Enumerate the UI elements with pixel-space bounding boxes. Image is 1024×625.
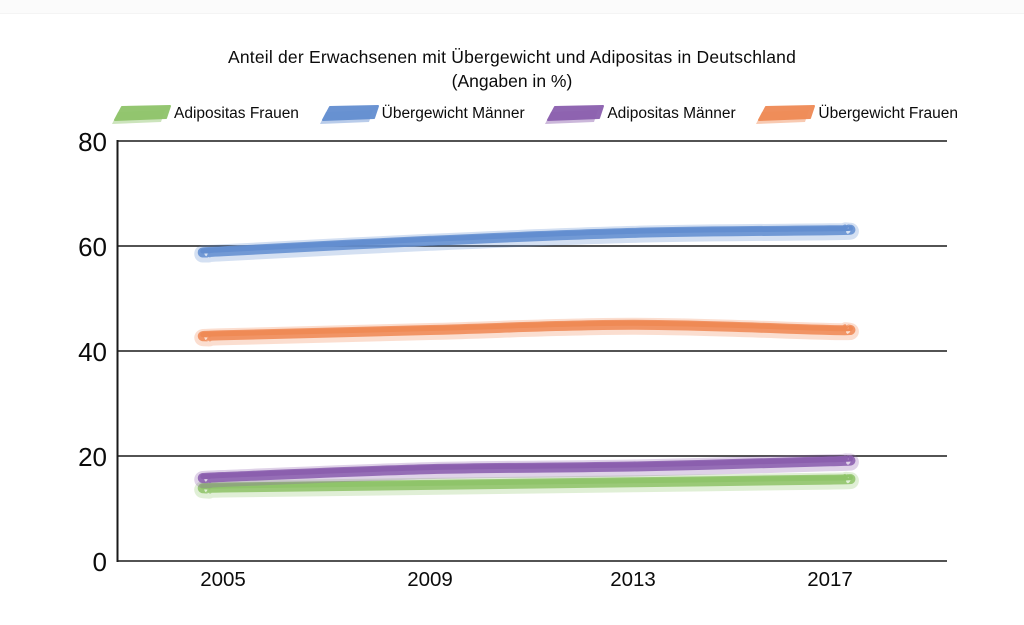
series--bergewicht-frauen [194, 317, 859, 347]
legend-item-adipositas-m-nner: Adipositas Männer [545, 103, 736, 125]
legend-swatch-icon [756, 105, 816, 124]
y-tick-label-0: 0 [92, 547, 107, 577]
legend-swatch-icon [319, 105, 379, 124]
legend-label: Übergewicht Männer [381, 105, 525, 122]
chart-subtitle: (Angaben in %) [451, 71, 573, 91]
y-tick-label-20: 20 [78, 442, 107, 472]
series-core-stroke [200, 320, 853, 338]
x-tick-label-2009: 2009 [407, 568, 453, 591]
x-tick-label-2017: 2017 [807, 568, 853, 591]
legend-label: Adipositas Männer [607, 105, 736, 122]
legend-item-adipositas-frauen: Adipositas Frauen [112, 103, 299, 125]
legend-swatch-icon [112, 105, 171, 124]
legend: Adipositas Frauen Übergewicht Männer Adipo… [112, 100, 958, 128]
series-core-stroke [200, 456, 853, 480]
top-strip [0, 0, 1024, 14]
series--bergewicht-m-nner [194, 222, 859, 263]
legend-item--bergewicht-m-nner: Übergewicht Männer [319, 103, 525, 125]
x-tick-label-2013: 2013 [610, 568, 656, 591]
chart-title: Anteil der Erwachsenen mit Übergewicht u… [227, 47, 797, 67]
y-tick-label-60: 60 [78, 232, 107, 262]
legend-swatch-icon [545, 105, 605, 124]
x-tick-label-2005: 2005 [200, 568, 246, 591]
series-core-stroke [200, 474, 853, 490]
y-tick-label-40: 40 [78, 337, 107, 367]
series-adipositas-frauen [194, 471, 859, 499]
legend-label: Übergewicht Frauen [818, 105, 958, 122]
y-tick-label-80: 80 [78, 127, 107, 157]
series-adipositas-m-nner [194, 453, 859, 489]
legend-label: Adipositas Frauen [174, 105, 299, 122]
legend-item--bergewicht-frauen: Übergewicht Frauen [756, 103, 958, 125]
series-core-stroke [200, 225, 853, 254]
